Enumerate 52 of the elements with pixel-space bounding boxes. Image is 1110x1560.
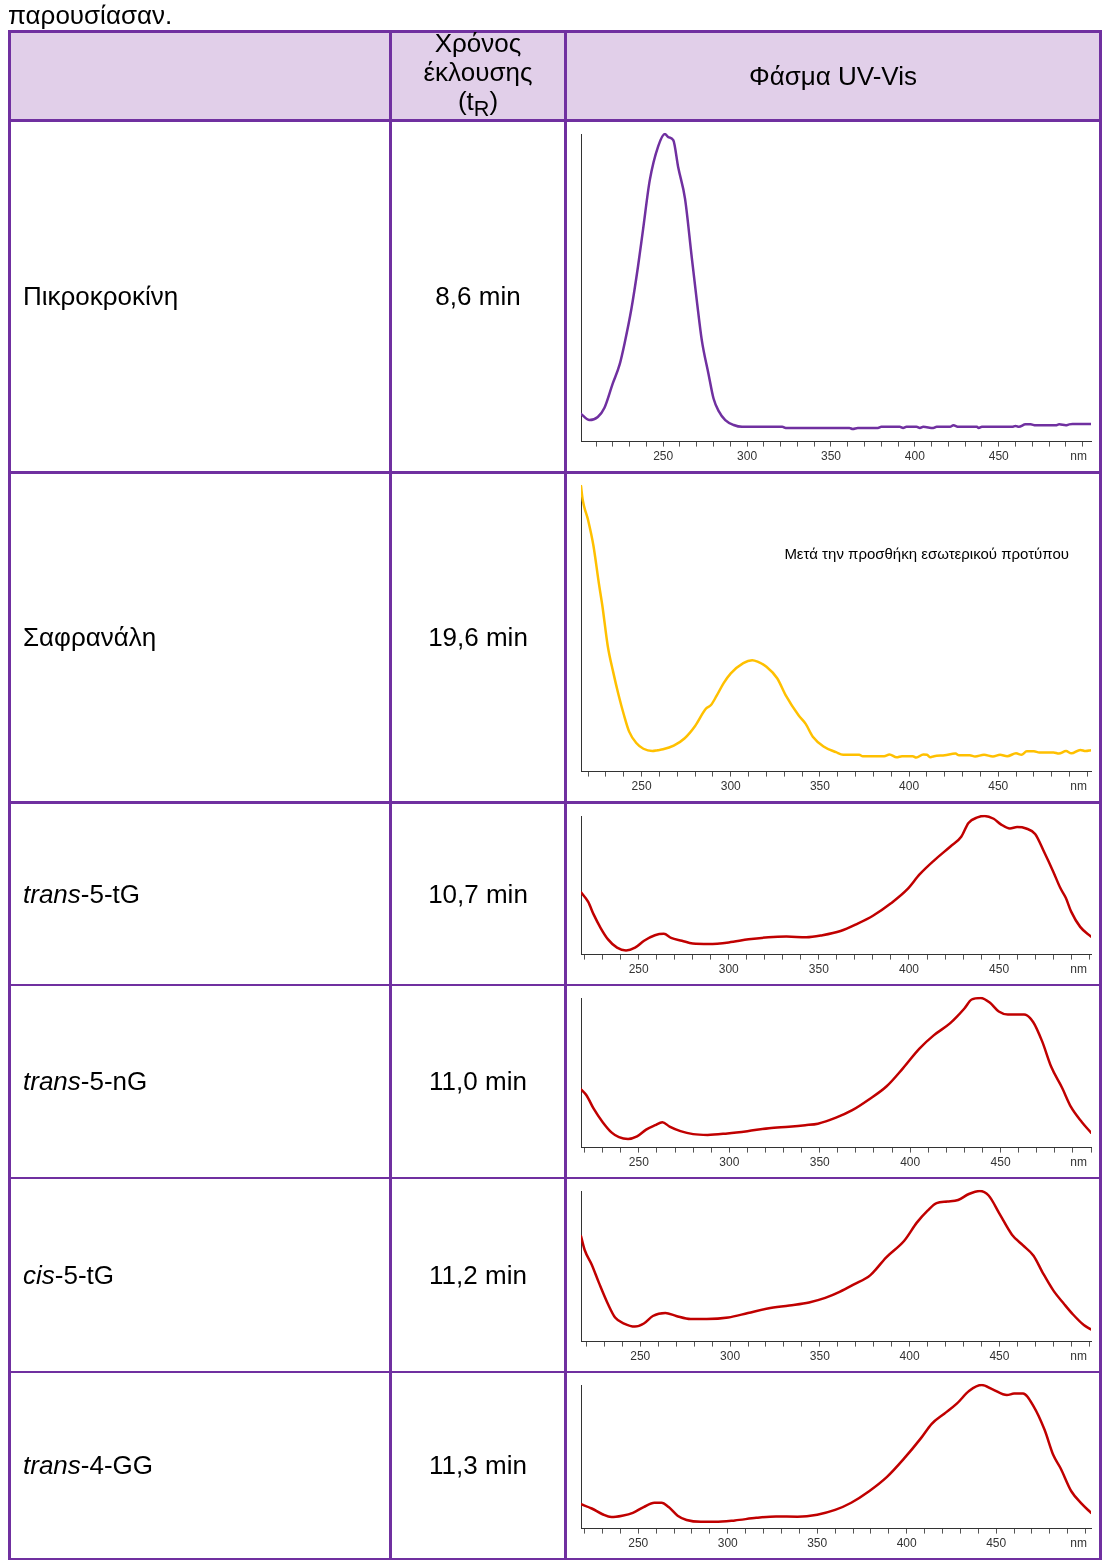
text: Χρόνος έκλουσης (t$_{R}$) (422, 27, 534, 124)
text: trans-5-nG (23, 1066, 148, 1097)
x-tick-label: 300 (720, 779, 742, 794)
text: Φάσμα UV-Vis (748, 60, 918, 92)
x-axis-title: nm (1070, 778, 1087, 793)
x-tick-label: 300 (718, 962, 740, 977)
text: 11,2 min (429, 1259, 527, 1291)
x-tick-label: 400 (899, 779, 920, 794)
x-tick-label: 250 (631, 779, 652, 794)
x-tick-label: 250 (628, 1155, 650, 1170)
x-tick-label: 350 (809, 779, 831, 794)
text: cis-5-tG (23, 1259, 115, 1291)
x-tick-label: 300 (717, 1536, 739, 1551)
x-axis-title: nm (1070, 1348, 1087, 1363)
x-tick-label: 250 (628, 962, 649, 977)
text: trans-5-tG (23, 878, 141, 910)
x-tick-label: 250 (630, 1349, 651, 1364)
x-tick-label: 300 (737, 449, 758, 464)
text: 11,0 min (429, 1066, 527, 1097)
x-tick-label: 350 (808, 962, 830, 977)
x-tick-label: 300 (720, 1349, 741, 1364)
x-tick-label: 350 (809, 1349, 831, 1364)
text: Πικροκροκίνη (23, 281, 179, 312)
x-tick-label: 450 (988, 779, 1009, 794)
x-axis-title: nm (1070, 961, 1087, 976)
text: 10,7 min (428, 878, 528, 910)
x-tick-label: 400 (896, 1536, 918, 1551)
x-tick-label: 250 (653, 449, 674, 464)
x-tick-label: 400 (904, 449, 926, 464)
text: Σαφρανάλη (23, 622, 157, 653)
x-axis-title: nm (1070, 1154, 1087, 1169)
x-tick-label: 450 (986, 1536, 1007, 1551)
text: 19,6 min (428, 622, 528, 653)
annotation: Μετά την προσθήκη εσωτερικού προτύπου (784, 544, 1069, 562)
x-tick-label: 350 (809, 1155, 831, 1170)
x-tick-label: 400 (899, 1349, 920, 1364)
text: trans-4-GG (23, 1450, 154, 1481)
text: 8,6 min (435, 281, 521, 312)
x-tick-label: 350 (820, 449, 842, 464)
x-axis-title: nm (1070, 448, 1087, 463)
x-tick-label: 450 (989, 1349, 1010, 1364)
x-tick-label: 450 (988, 449, 1010, 464)
x-tick-label: 450 (989, 962, 1010, 977)
x-tick-label: 450 (990, 1155, 1011, 1170)
x-axis-title: nm (1070, 1535, 1087, 1550)
x-tick-label: 400 (900, 1155, 921, 1170)
text: παρουσίασαν. (8, 0, 173, 30)
text: 11,3 min (429, 1450, 527, 1481)
x-tick-label: 250 (628, 1536, 649, 1551)
x-tick-label: 400 (898, 962, 920, 977)
x-tick-label: 350 (807, 1536, 828, 1551)
x-tick-label: 300 (719, 1155, 740, 1170)
